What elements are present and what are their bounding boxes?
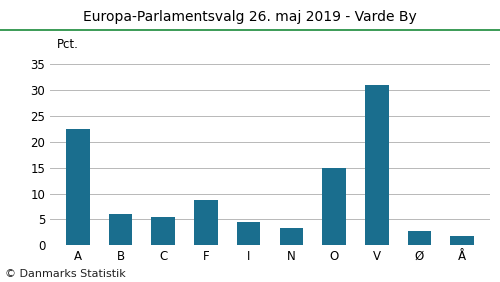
Bar <box>194 200 218 245</box>
Text: Pct.: Pct. <box>56 38 78 51</box>
Bar <box>280 228 303 245</box>
Bar <box>322 168 346 245</box>
Bar <box>66 129 90 245</box>
Text: Europa-Parlamentsvalg 26. maj 2019 - Varde By: Europa-Parlamentsvalg 26. maj 2019 - Var… <box>83 10 417 24</box>
Bar <box>108 214 132 245</box>
Bar <box>450 236 474 245</box>
Bar <box>408 231 432 245</box>
Bar <box>237 222 260 245</box>
Bar <box>152 217 175 245</box>
Bar <box>365 85 388 245</box>
Text: © Danmarks Statistik: © Danmarks Statistik <box>5 269 126 279</box>
